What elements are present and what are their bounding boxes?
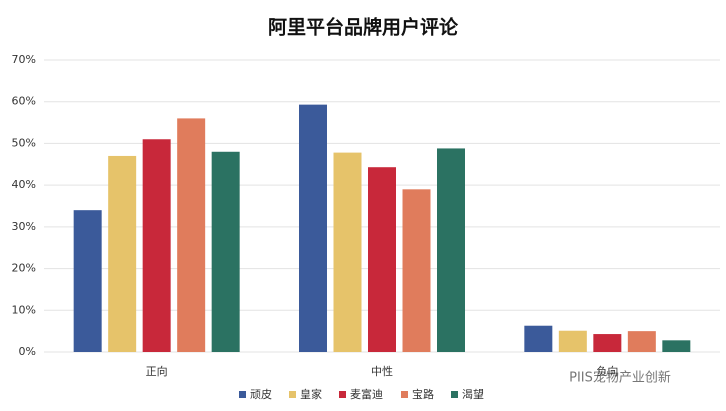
legend-swatch [451, 391, 458, 398]
bar [299, 104, 327, 353]
legend-swatch [401, 391, 408, 398]
legend-swatch [239, 391, 246, 398]
y-tick-label: 30% [12, 220, 36, 233]
bar [368, 167, 396, 352]
legend-label: 麦富迪 [350, 387, 383, 401]
y-tick-label: 40% [12, 178, 36, 191]
legend-swatch [289, 391, 296, 398]
legend-label: 宝路 [412, 387, 434, 401]
x-tick-label: 正向 [146, 364, 168, 378]
bar [211, 151, 240, 352]
y-tick-label: 20% [12, 262, 36, 275]
bar [142, 139, 171, 352]
chart-title: 阿里平台品牌用户评论 [268, 16, 459, 39]
legend-swatch [339, 391, 346, 398]
legend-label: 皇家 [300, 387, 322, 401]
legend-label: 顽皮 [250, 388, 272, 401]
bar [333, 152, 362, 352]
y-tick-label: 70% [12, 53, 36, 66]
footer: PIIS宠物产业创新 [569, 370, 671, 386]
bar [627, 331, 656, 352]
bar [437, 148, 465, 352]
x-tick-label: 负向 [596, 364, 618, 378]
bar [558, 330, 587, 352]
bar [73, 210, 102, 352]
bar [402, 189, 431, 352]
legend-label: 渴望 [462, 388, 484, 401]
y-tick-label: 10% [12, 303, 36, 316]
bar [593, 334, 622, 352]
bar [524, 325, 553, 352]
y-tick-label: 60% [12, 95, 36, 108]
x-tick-label: 中性 [371, 364, 393, 378]
bar [177, 118, 206, 353]
bar [108, 155, 137, 352]
y-tick-label: 50% [12, 136, 36, 149]
y-tick-label: 0% [19, 345, 36, 358]
bar [662, 340, 691, 352]
